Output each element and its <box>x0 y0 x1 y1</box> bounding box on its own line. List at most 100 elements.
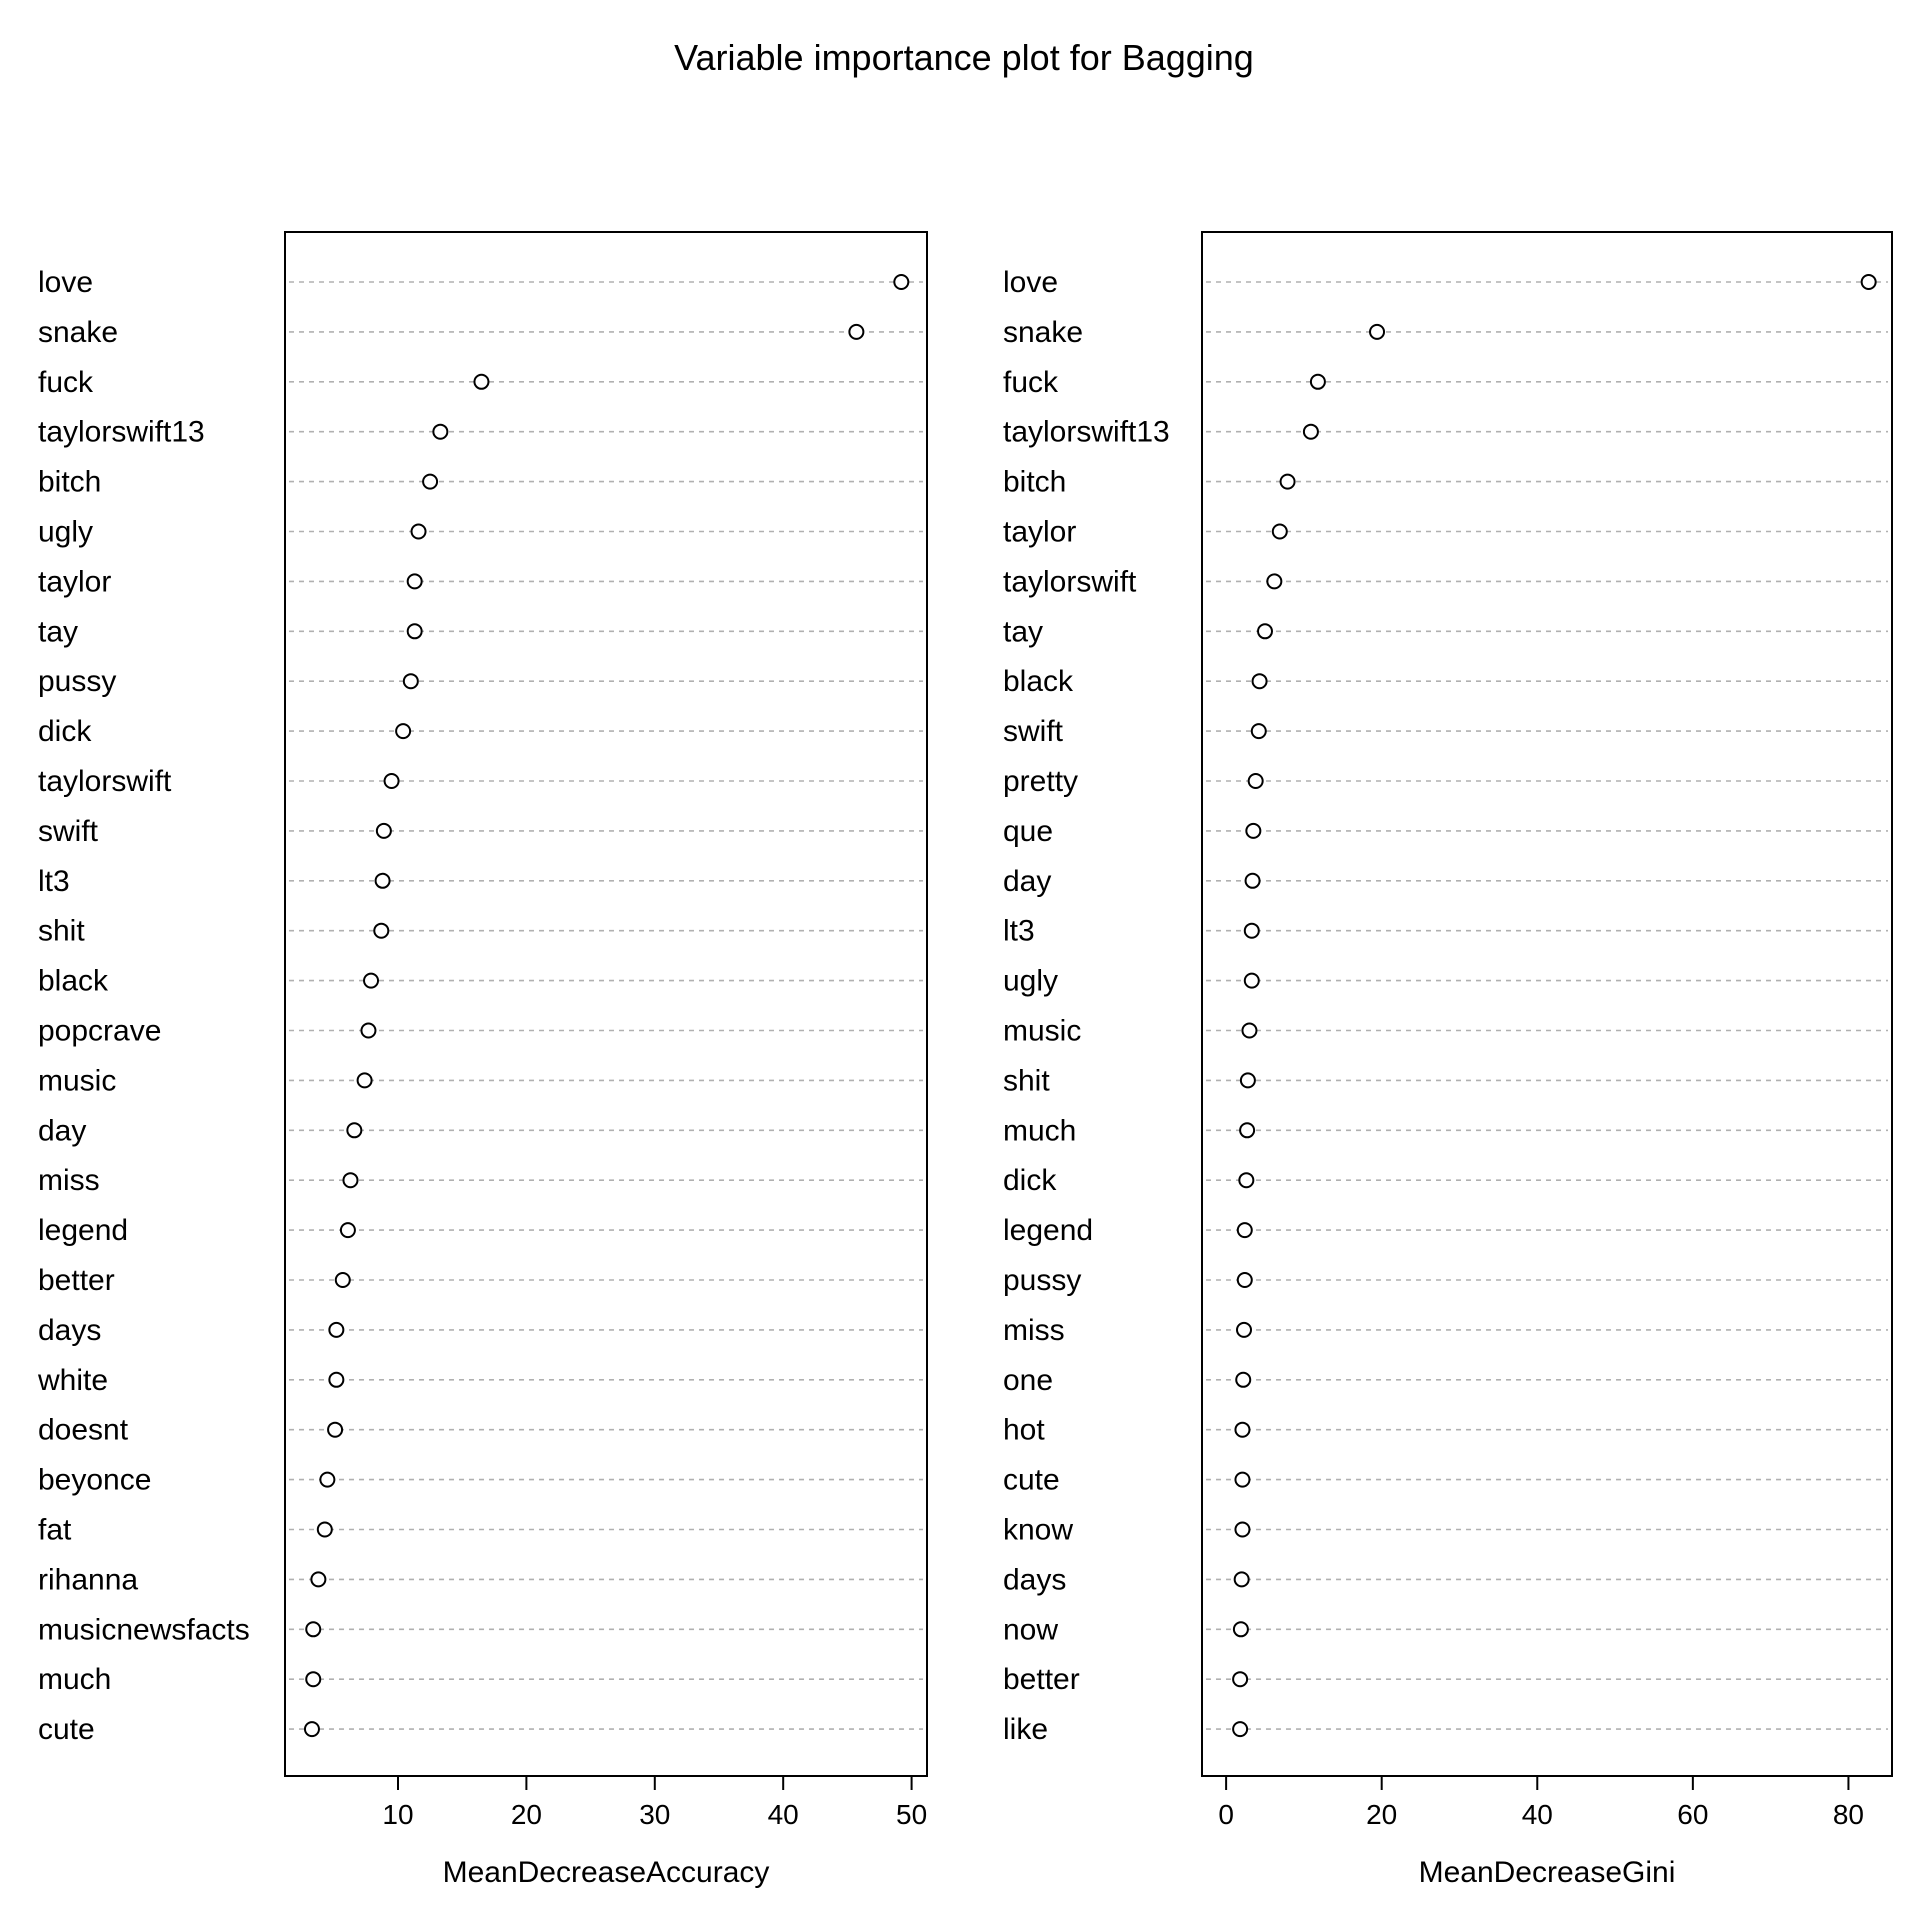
data-point-accuracy-beyonce <box>319 1471 336 1488</box>
data-point-gini-like <box>1232 1721 1249 1738</box>
data-point-gini-swift <box>1250 723 1267 740</box>
data-point-accuracy-fuck <box>473 373 490 390</box>
data-point-gini-fuck <box>1309 373 1326 390</box>
category-label-gini: black <box>1003 665 1074 698</box>
data-point-accuracy-ugly <box>410 523 427 540</box>
data-point-gini-bitch <box>1279 473 1296 490</box>
data-point-gini-ugly <box>1243 972 1260 989</box>
data-point-accuracy-rihanna <box>310 1571 327 1588</box>
x-tick-label-accuracy: 30 <box>639 1799 670 1830</box>
data-point-gini-taylorswift13 <box>1302 423 1319 440</box>
category-label-gini: one <box>1003 1364 1053 1397</box>
category-label-accuracy: musicnewsfacts <box>38 1613 250 1646</box>
data-point-gini-tay <box>1257 623 1274 640</box>
data-point-accuracy-better <box>334 1272 351 1288</box>
data-point-accuracy-legend <box>339 1222 356 1239</box>
category-label-accuracy: love <box>38 266 93 299</box>
category-label-accuracy: ugly <box>38 516 93 549</box>
category-label-gini: snake <box>1003 316 1083 349</box>
data-point-gini-day <box>1244 872 1261 889</box>
data-point-gini-shit <box>1239 1072 1256 1089</box>
data-point-gini-much <box>1239 1122 1256 1139</box>
data-point-gini-lt3 <box>1243 922 1260 939</box>
category-label-gini: shit <box>1003 1064 1050 1097</box>
data-point-gini-taylor <box>1271 523 1288 540</box>
data-point-accuracy-music <box>356 1072 373 1089</box>
category-label-gini: know <box>1003 1514 1073 1547</box>
data-point-accuracy-popcrave <box>360 1022 377 1039</box>
data-point-accuracy-taylorswift <box>383 773 400 789</box>
data-point-accuracy-black <box>363 972 380 989</box>
category-label-gini: fuck <box>1003 366 1059 399</box>
category-label-accuracy: rihanna <box>38 1563 138 1596</box>
data-point-accuracy-day <box>346 1122 363 1139</box>
category-label-accuracy: fuck <box>38 366 94 399</box>
data-point-accuracy-dick <box>395 723 412 740</box>
data-point-gini-miss <box>1236 1321 1253 1338</box>
category-label-gini: miss <box>1003 1314 1065 1347</box>
data-point-gini-pussy <box>1236 1272 1253 1288</box>
x-tick-label-accuracy: 50 <box>896 1799 927 1830</box>
category-label-gini: pussy <box>1003 1264 1081 1297</box>
data-point-accuracy-taylor <box>406 573 423 590</box>
data-point-accuracy-miss <box>342 1172 359 1189</box>
category-label-gini: swift <box>1003 715 1064 748</box>
category-label-gini: legend <box>1003 1214 1093 1247</box>
data-point-accuracy-white <box>328 1371 345 1388</box>
category-label-gini: taylorswift13 <box>1003 416 1170 449</box>
data-point-gini-music <box>1241 1022 1258 1039</box>
category-label-gini: que <box>1003 815 1053 848</box>
category-label-gini: like <box>1003 1713 1048 1746</box>
category-label-accuracy: beyonce <box>38 1464 151 1497</box>
x-tick-label-accuracy: 10 <box>382 1799 413 1830</box>
data-point-gini-love <box>1860 274 1877 290</box>
category-label-accuracy: much <box>38 1663 111 1696</box>
data-point-gini-legend <box>1236 1222 1253 1239</box>
category-label-gini: pretty <box>1003 765 1078 798</box>
x-tick-label-gini: 40 <box>1522 1799 1553 1830</box>
category-label-accuracy: popcrave <box>38 1015 161 1048</box>
plot-frame-gini <box>1201 231 1893 1777</box>
data-point-gini-better <box>1232 1671 1249 1688</box>
data-point-accuracy-fat <box>316 1521 333 1538</box>
category-label-gini: now <box>1003 1613 1058 1646</box>
category-label-accuracy: music <box>38 1064 116 1097</box>
data-point-accuracy-shit <box>373 922 390 939</box>
x-axis-title-gini: MeanDecreaseGini <box>1419 1856 1676 1889</box>
category-label-gini: music <box>1003 1015 1081 1048</box>
data-point-gini-black <box>1251 673 1268 690</box>
category-label-gini: better <box>1003 1663 1080 1696</box>
category-label-accuracy: legend <box>38 1214 128 1247</box>
data-point-accuracy-lt3 <box>374 872 391 889</box>
category-label-accuracy: swift <box>38 815 99 848</box>
data-point-gini-cute <box>1234 1471 1251 1488</box>
data-point-accuracy-swift <box>375 822 392 839</box>
category-label-gini: days <box>1003 1563 1066 1596</box>
data-point-accuracy-days <box>328 1321 345 1338</box>
category-label-gini: hot <box>1003 1414 1045 1447</box>
data-point-accuracy-much <box>305 1671 322 1688</box>
category-label-accuracy: white <box>37 1364 108 1397</box>
category-label-accuracy: miss <box>38 1164 100 1197</box>
data-point-gini-now <box>1232 1621 1249 1638</box>
category-label-accuracy: pussy <box>38 665 116 698</box>
category-label-accuracy: cute <box>38 1713 95 1746</box>
x-tick-label-gini: 0 <box>1218 1799 1234 1830</box>
category-label-accuracy: taylorswift13 <box>38 416 205 449</box>
plot-frame-accuracy <box>284 231 928 1777</box>
x-tick-label-gini: 20 <box>1366 1799 1397 1830</box>
category-label-gini: ugly <box>1003 965 1058 998</box>
category-label-gini: much <box>1003 1114 1076 1147</box>
data-point-accuracy-musicnewsfacts <box>305 1621 322 1638</box>
category-label-gini: bitch <box>1003 466 1066 499</box>
category-label-gini: taylorswift <box>1003 565 1137 598</box>
category-label-accuracy: day <box>38 1114 86 1147</box>
data-point-gini-days <box>1233 1571 1250 1588</box>
data-point-gini-know <box>1234 1521 1251 1538</box>
data-point-gini-que <box>1245 822 1262 839</box>
data-point-gini-dick <box>1238 1172 1255 1189</box>
data-point-accuracy-cute <box>303 1721 320 1738</box>
chart-title: Variable importance plot for Bagging <box>674 37 1254 78</box>
data-point-gini-pretty <box>1247 773 1264 789</box>
category-label-accuracy: shit <box>38 915 85 948</box>
